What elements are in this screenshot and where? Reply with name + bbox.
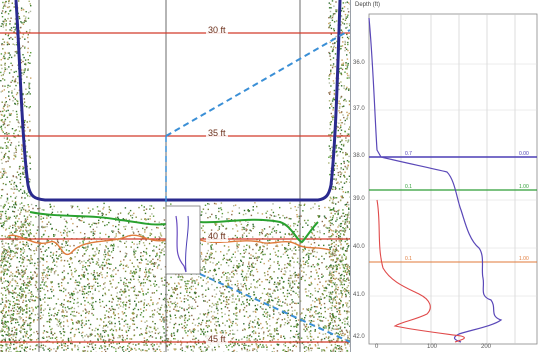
orange-trace xyxy=(7,234,331,255)
x-tick-label: 0 xyxy=(375,344,379,350)
depth-label-45: 45 ft xyxy=(206,334,228,345)
series-label-right: 1.00 xyxy=(519,256,529,262)
echogram-panel[interactable]: 30 ft 35 ft 40 ft 45 ft xyxy=(0,0,350,352)
depth-label-40: 40 ft xyxy=(206,231,228,242)
series-label-right: 1.00 xyxy=(519,184,529,190)
profile-curve-purple xyxy=(368,17,503,343)
profile-horizontal-grid xyxy=(369,63,537,297)
dashed-link-bottom xyxy=(199,273,350,343)
echo-texture xyxy=(0,0,350,352)
series-label-right: 0.00 xyxy=(519,151,529,157)
depth-lines xyxy=(0,32,350,343)
series-label-left: 0.7 xyxy=(405,151,412,157)
green-trace xyxy=(29,211,319,244)
echogram-plot[interactable] xyxy=(0,0,350,352)
x-tick-label: 200 xyxy=(481,344,492,350)
depth-label-35: 35 ft xyxy=(206,128,228,139)
depth-label-30: 30 ft xyxy=(206,25,228,36)
sample-trace-blue xyxy=(185,215,189,273)
y-tick-label: 39.0 xyxy=(353,196,365,202)
profile-plot[interactable] xyxy=(351,0,539,352)
profile-frame xyxy=(368,13,538,345)
hull-outline xyxy=(14,0,342,202)
series-label-left: 0.1 xyxy=(405,184,412,190)
profile-axis-title: Depth (ft) xyxy=(355,2,381,8)
y-tick-label: 41.0 xyxy=(353,292,365,298)
series-label-left: 0.1 xyxy=(405,256,412,262)
y-tick-label: 42.0 xyxy=(353,334,365,340)
vertical-gridlines xyxy=(38,0,301,352)
dashed-link-top xyxy=(165,29,350,137)
y-tick-label: 36.0 xyxy=(353,60,365,66)
y-tick-label: 38.0 xyxy=(353,153,365,159)
sample-window[interactable] xyxy=(165,205,201,275)
y-tick-label: 40.0 xyxy=(353,244,365,250)
x-tick-label: 100 xyxy=(427,344,438,350)
profile-panel[interactable]: Depth (ft) 36.0 37.0 38.0 39.0 40.0 41.0… xyxy=(350,0,539,352)
profile-vertical-grid xyxy=(400,14,516,344)
y-tick-label: 37.0 xyxy=(353,106,365,112)
profile-curve-red xyxy=(376,199,465,343)
sample-trace-purple xyxy=(175,215,187,273)
